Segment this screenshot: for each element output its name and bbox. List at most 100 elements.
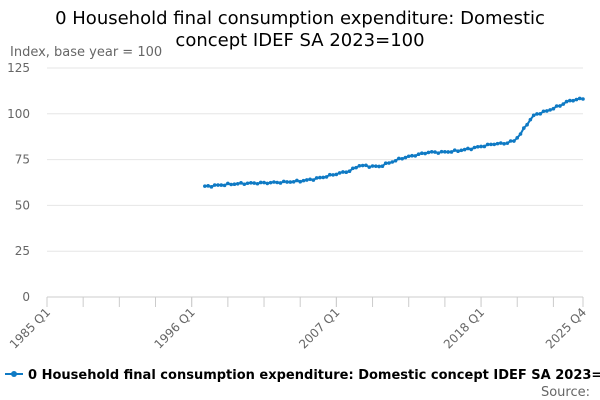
data-point[interactable] [472,145,477,150]
data-point[interactable] [374,164,378,168]
data-point[interactable] [406,154,411,159]
data-point[interactable] [397,156,401,161]
data-point[interactable] [433,150,437,154]
data-point[interactable] [377,164,381,169]
data-point[interactable] [531,113,536,118]
data-point[interactable] [268,180,273,185]
data-point[interactable] [577,96,582,101]
data-point[interactable] [436,151,441,155]
data-point[interactable] [479,144,483,149]
data-point[interactable] [469,147,474,152]
data-point[interactable] [347,169,352,174]
data-point[interactable] [393,158,398,163]
data-point[interactable] [571,98,575,103]
data-point[interactable] [508,139,513,143]
data-point[interactable] [420,151,424,155]
data-point[interactable] [390,160,395,164]
data-point[interactable] [216,183,220,187]
data-point[interactable] [222,183,227,188]
data-point[interactable] [242,182,247,187]
data-point[interactable] [452,148,457,152]
data-point[interactable] [272,180,276,184]
data-point[interactable] [449,150,454,154]
data-point[interactable] [558,104,562,108]
data-point[interactable] [321,175,326,180]
data-point[interactable] [337,171,342,175]
data-point[interactable] [429,150,434,154]
data-point[interactable] [281,179,286,184]
data-point[interactable] [426,150,431,155]
data-point[interactable] [354,165,358,170]
legend[interactable]: 0 Household final consumption expenditur… [5,368,600,383]
data-point[interactable] [489,142,493,147]
data-point[interactable] [498,141,503,145]
data-point[interactable] [308,177,312,182]
data-point[interactable] [226,181,230,186]
data-point[interactable] [502,142,506,146]
data-point[interactable] [275,180,279,185]
data-point[interactable] [252,181,256,185]
data-point[interactable] [341,170,345,174]
data-point[interactable] [475,144,480,149]
series-line[interactable] [204,97,584,188]
data-point[interactable] [568,98,572,103]
data-point[interactable] [518,132,523,136]
data-point[interactable] [462,147,467,152]
data-point[interactable] [495,141,500,146]
data-point[interactable] [515,136,520,140]
data-point[interactable] [387,161,391,165]
data-point[interactable] [528,117,533,122]
data-point[interactable] [554,104,559,108]
data-point[interactable] [285,180,289,184]
data-point[interactable] [522,126,526,130]
data-point[interactable] [258,180,263,185]
data-point[interactable] [446,150,450,154]
data-point[interactable] [203,184,207,188]
data-point[interactable] [232,182,237,187]
data-point[interactable] [265,181,270,186]
data-point[interactable] [357,164,362,168]
data-point[interactable] [383,161,388,166]
data-point[interactable] [311,178,316,182]
data-point[interactable] [367,165,372,169]
data-point[interactable] [351,166,355,171]
data-point[interactable] [301,178,306,183]
data-point[interactable] [492,142,497,147]
data-point[interactable] [288,180,293,184]
data-point[interactable] [512,139,516,143]
data-point[interactable] [380,164,385,168]
data-point[interactable] [413,154,418,158]
data-point[interactable] [551,106,556,111]
data-point[interactable] [561,102,566,106]
data-point[interactable] [400,156,404,161]
data-point[interactable] [466,146,470,151]
data-point[interactable] [334,172,339,177]
data-point[interactable] [482,144,487,149]
data-point[interactable] [212,183,217,187]
data-point[interactable] [255,181,260,186]
data-point[interactable] [564,99,569,104]
data-point[interactable] [229,182,233,187]
data-point[interactable] [219,183,224,187]
data-point[interactable] [206,184,210,188]
data-point[interactable] [331,173,335,177]
data-point[interactable] [410,153,414,158]
data-point[interactable] [278,181,283,185]
data-point[interactable] [295,178,299,183]
data-point[interactable] [239,181,243,185]
data-point[interactable] [485,142,490,147]
data-point[interactable] [548,108,552,112]
data-point[interactable] [328,172,332,177]
data-point[interactable] [245,181,250,186]
data-point[interactable] [423,151,427,156]
data-point[interactable] [416,152,421,157]
data-point[interactable] [304,178,309,182]
data-point[interactable] [459,148,464,153]
data-point[interactable] [535,112,539,116]
data-point[interactable] [456,149,460,153]
data-point[interactable] [360,163,365,168]
data-point[interactable] [344,170,349,175]
data-point[interactable] [439,149,444,154]
data-point[interactable] [545,109,549,113]
data-point[interactable] [235,182,240,186]
